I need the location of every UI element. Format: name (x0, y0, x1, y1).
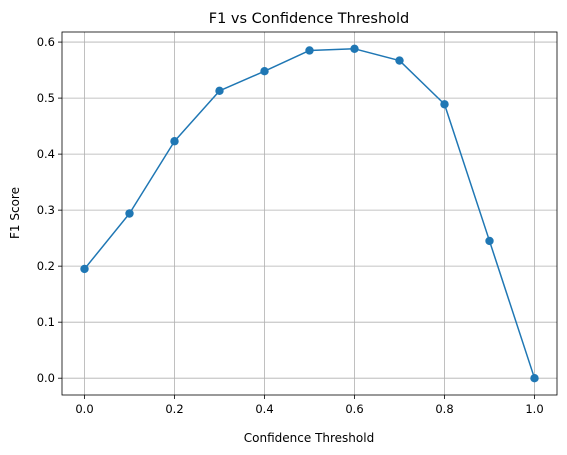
series-f1 (80, 44, 539, 383)
y-tick-label: 0.0 (37, 371, 55, 385)
data-point (260, 67, 269, 76)
y-tick-label: 0.3 (37, 203, 55, 217)
y-tick-label: 0.6 (37, 35, 55, 49)
data-point (485, 236, 494, 246)
x-tick-label: 0.8 (435, 402, 453, 416)
grid-lines (62, 32, 557, 395)
x-axis-label: Confidence Threshold (244, 431, 374, 445)
data-point (395, 56, 404, 65)
chart-title: F1 vs Confidence Threshold (209, 11, 410, 27)
x-tick-label: 0.0 (75, 402, 93, 416)
axis-ticks: 0.0 0.2 0.4 0.6 0.8 1.0 0.0 0.1 0.2 0.3 0.4 0.5 0.6 (37, 35, 544, 416)
x-tick-label: 0.4 (255, 402, 273, 416)
data-point (350, 44, 359, 54)
y-tick-label: 0.4 (37, 147, 55, 161)
y-tick-label: 0.5 (37, 91, 55, 105)
data-point (125, 209, 134, 218)
y-tick-label: 0.2 (37, 259, 55, 273)
y-tick-label: 0.1 (37, 315, 55, 329)
x-tick-label: 0.2 (165, 402, 183, 416)
data-point (440, 100, 449, 109)
x-tick-label: 1.0 (525, 402, 543, 416)
x-tick-label: 0.6 (345, 402, 363, 416)
data-point (530, 373, 539, 383)
data-point (80, 264, 89, 274)
data-point (170, 137, 179, 146)
data-point (215, 86, 224, 96)
plot-frame (61, 31, 558, 396)
y-axis-label: F1 Score (8, 187, 22, 239)
data-point (305, 46, 314, 55)
